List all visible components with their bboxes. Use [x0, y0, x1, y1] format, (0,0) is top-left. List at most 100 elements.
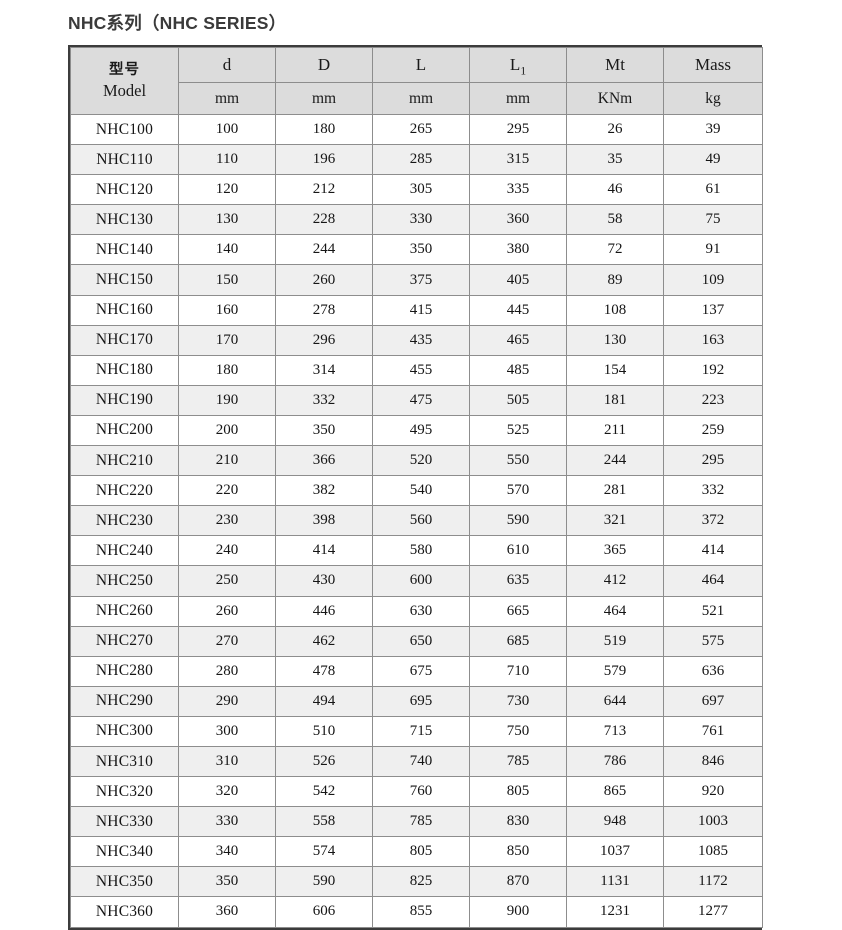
table-row: NHC280 280 478 675 710 579 636	[70, 655, 763, 687]
cell-L1: 315	[469, 144, 567, 176]
cell-D: 260	[275, 264, 373, 296]
header-cell-unit-4: KNm	[566, 82, 664, 115]
cell-L1: 635	[469, 565, 567, 597]
cell-L1: 380	[469, 234, 567, 266]
cell-Mt: 72	[566, 234, 664, 266]
header-cell-symbol-l: L	[372, 47, 470, 83]
cell-model: NHC180	[70, 354, 179, 386]
header-symbol-text: L	[509, 55, 521, 74]
table-row: NHC220 220 382 540 570 281 332	[70, 475, 763, 507]
cell-d: 330	[178, 806, 276, 838]
cell-model: NHC100	[70, 113, 179, 146]
cell-D: 542	[275, 776, 373, 808]
cell-L1: 570	[469, 475, 567, 507]
table-row: NHC120 120 212 305 335 46 61	[70, 174, 763, 206]
cell-L: 455	[372, 354, 470, 386]
cell-L: 560	[372, 505, 470, 537]
cell-L1: 550	[469, 445, 567, 477]
cell-L1: 710	[469, 655, 567, 687]
cell-Mt: 244	[566, 445, 664, 477]
table-row: NHC140 140 244 350 380 72 91	[70, 234, 763, 266]
table-row: NHC260 260 446 630 665 464 521	[70, 595, 763, 627]
table-row: NHC270 270 462 650 685 519 575	[70, 625, 763, 657]
header-cell-symbol-mt: Mt	[566, 47, 664, 83]
cell-L: 650	[372, 625, 470, 657]
cell-L: 330	[372, 204, 470, 236]
table-header: 型号 Model d D L L1 Mt Mass mm mm mm mm KNm kg	[70, 47, 763, 115]
cell-model: NHC250	[70, 565, 179, 597]
cell-D: 180	[275, 113, 373, 146]
cell-Mass: 295	[663, 445, 763, 477]
header-symbol-text: L	[415, 55, 427, 74]
cell-Mass: 259	[663, 414, 763, 447]
cell-L1: 465	[469, 324, 567, 356]
cell-d: 140	[178, 234, 276, 266]
header-symbol-text: D	[317, 55, 331, 74]
cell-model: NHC130	[70, 204, 179, 236]
cell-D: 606	[275, 896, 373, 928]
cell-d: 110	[178, 144, 276, 176]
cell-Mass: 464	[663, 565, 763, 597]
cell-d: 130	[178, 204, 276, 236]
cell-d: 260	[178, 595, 276, 627]
cell-L: 415	[372, 294, 470, 326]
cell-L: 600	[372, 565, 470, 597]
cell-L: 785	[372, 806, 470, 838]
cell-D: 398	[275, 505, 373, 537]
cell-Mass: 91	[663, 234, 763, 266]
cell-L1: 445	[469, 294, 567, 326]
cell-Mass: 697	[663, 685, 763, 717]
cell-d: 180	[178, 354, 276, 386]
cell-D: 350	[275, 414, 373, 447]
cell-Mass: 223	[663, 384, 763, 416]
table-row: NHC170 170 296 435 465 130 163	[70, 324, 763, 356]
cell-d: 150	[178, 264, 276, 296]
cell-d: 280	[178, 655, 276, 687]
cell-model: NHC170	[70, 324, 179, 356]
header-cell-unit-1: mm	[275, 82, 373, 115]
cell-Mt: 412	[566, 565, 664, 597]
cell-D: 296	[275, 324, 373, 356]
cell-Mt: 281	[566, 475, 664, 507]
table-row: NHC360 360 606 855 900 1231 1277	[70, 896, 763, 928]
header-cell-unit-2: mm	[372, 82, 470, 115]
cell-d: 300	[178, 715, 276, 747]
cell-d: 320	[178, 776, 276, 808]
cell-Mt: 46	[566, 174, 664, 206]
cell-L: 305	[372, 174, 470, 206]
cell-Mass: 372	[663, 505, 763, 537]
cell-L: 350	[372, 234, 470, 266]
cell-L: 695	[372, 685, 470, 717]
cell-Mt: 1131	[566, 866, 664, 898]
cell-d: 290	[178, 685, 276, 717]
header-model-cn: 型号	[109, 61, 140, 78]
cell-Mass: 920	[663, 776, 763, 808]
table-row: NHC200 200 350 495 525 211 259	[70, 414, 763, 447]
cell-L: 540	[372, 475, 470, 507]
cell-model: NHC340	[70, 836, 179, 868]
cell-model: NHC140	[70, 234, 179, 266]
cell-D: 462	[275, 625, 373, 657]
cell-D: 244	[275, 234, 373, 266]
table-row: NHC190 190 332 475 505 181 223	[70, 384, 763, 416]
cell-Mt: 26	[566, 113, 664, 146]
cell-model: NHC150	[70, 264, 179, 296]
cell-Mass: 521	[663, 595, 763, 627]
table-row: NHC320 320 542 760 805 865 920	[70, 776, 763, 808]
cell-d: 220	[178, 475, 276, 507]
cell-L: 475	[372, 384, 470, 416]
cell-Mass: 1277	[663, 896, 763, 928]
cell-L: 495	[372, 414, 470, 447]
header-symbol-text: Mass	[695, 55, 731, 74]
cell-Mt: 89	[566, 264, 664, 296]
cell-model: NHC260	[70, 595, 179, 627]
table-row: NHC110 110 196 285 315 35 49	[70, 144, 763, 176]
cell-L: 675	[372, 655, 470, 687]
header-symbol-subscript: 1	[520, 65, 527, 78]
cell-L: 375	[372, 264, 470, 296]
cell-L1: 750	[469, 715, 567, 747]
cell-L1: 830	[469, 806, 567, 838]
table-row: NHC230 230 398 560 590 321 372	[70, 505, 763, 537]
cell-Mass: 163	[663, 324, 763, 356]
cell-Mass: 109	[663, 264, 763, 296]
